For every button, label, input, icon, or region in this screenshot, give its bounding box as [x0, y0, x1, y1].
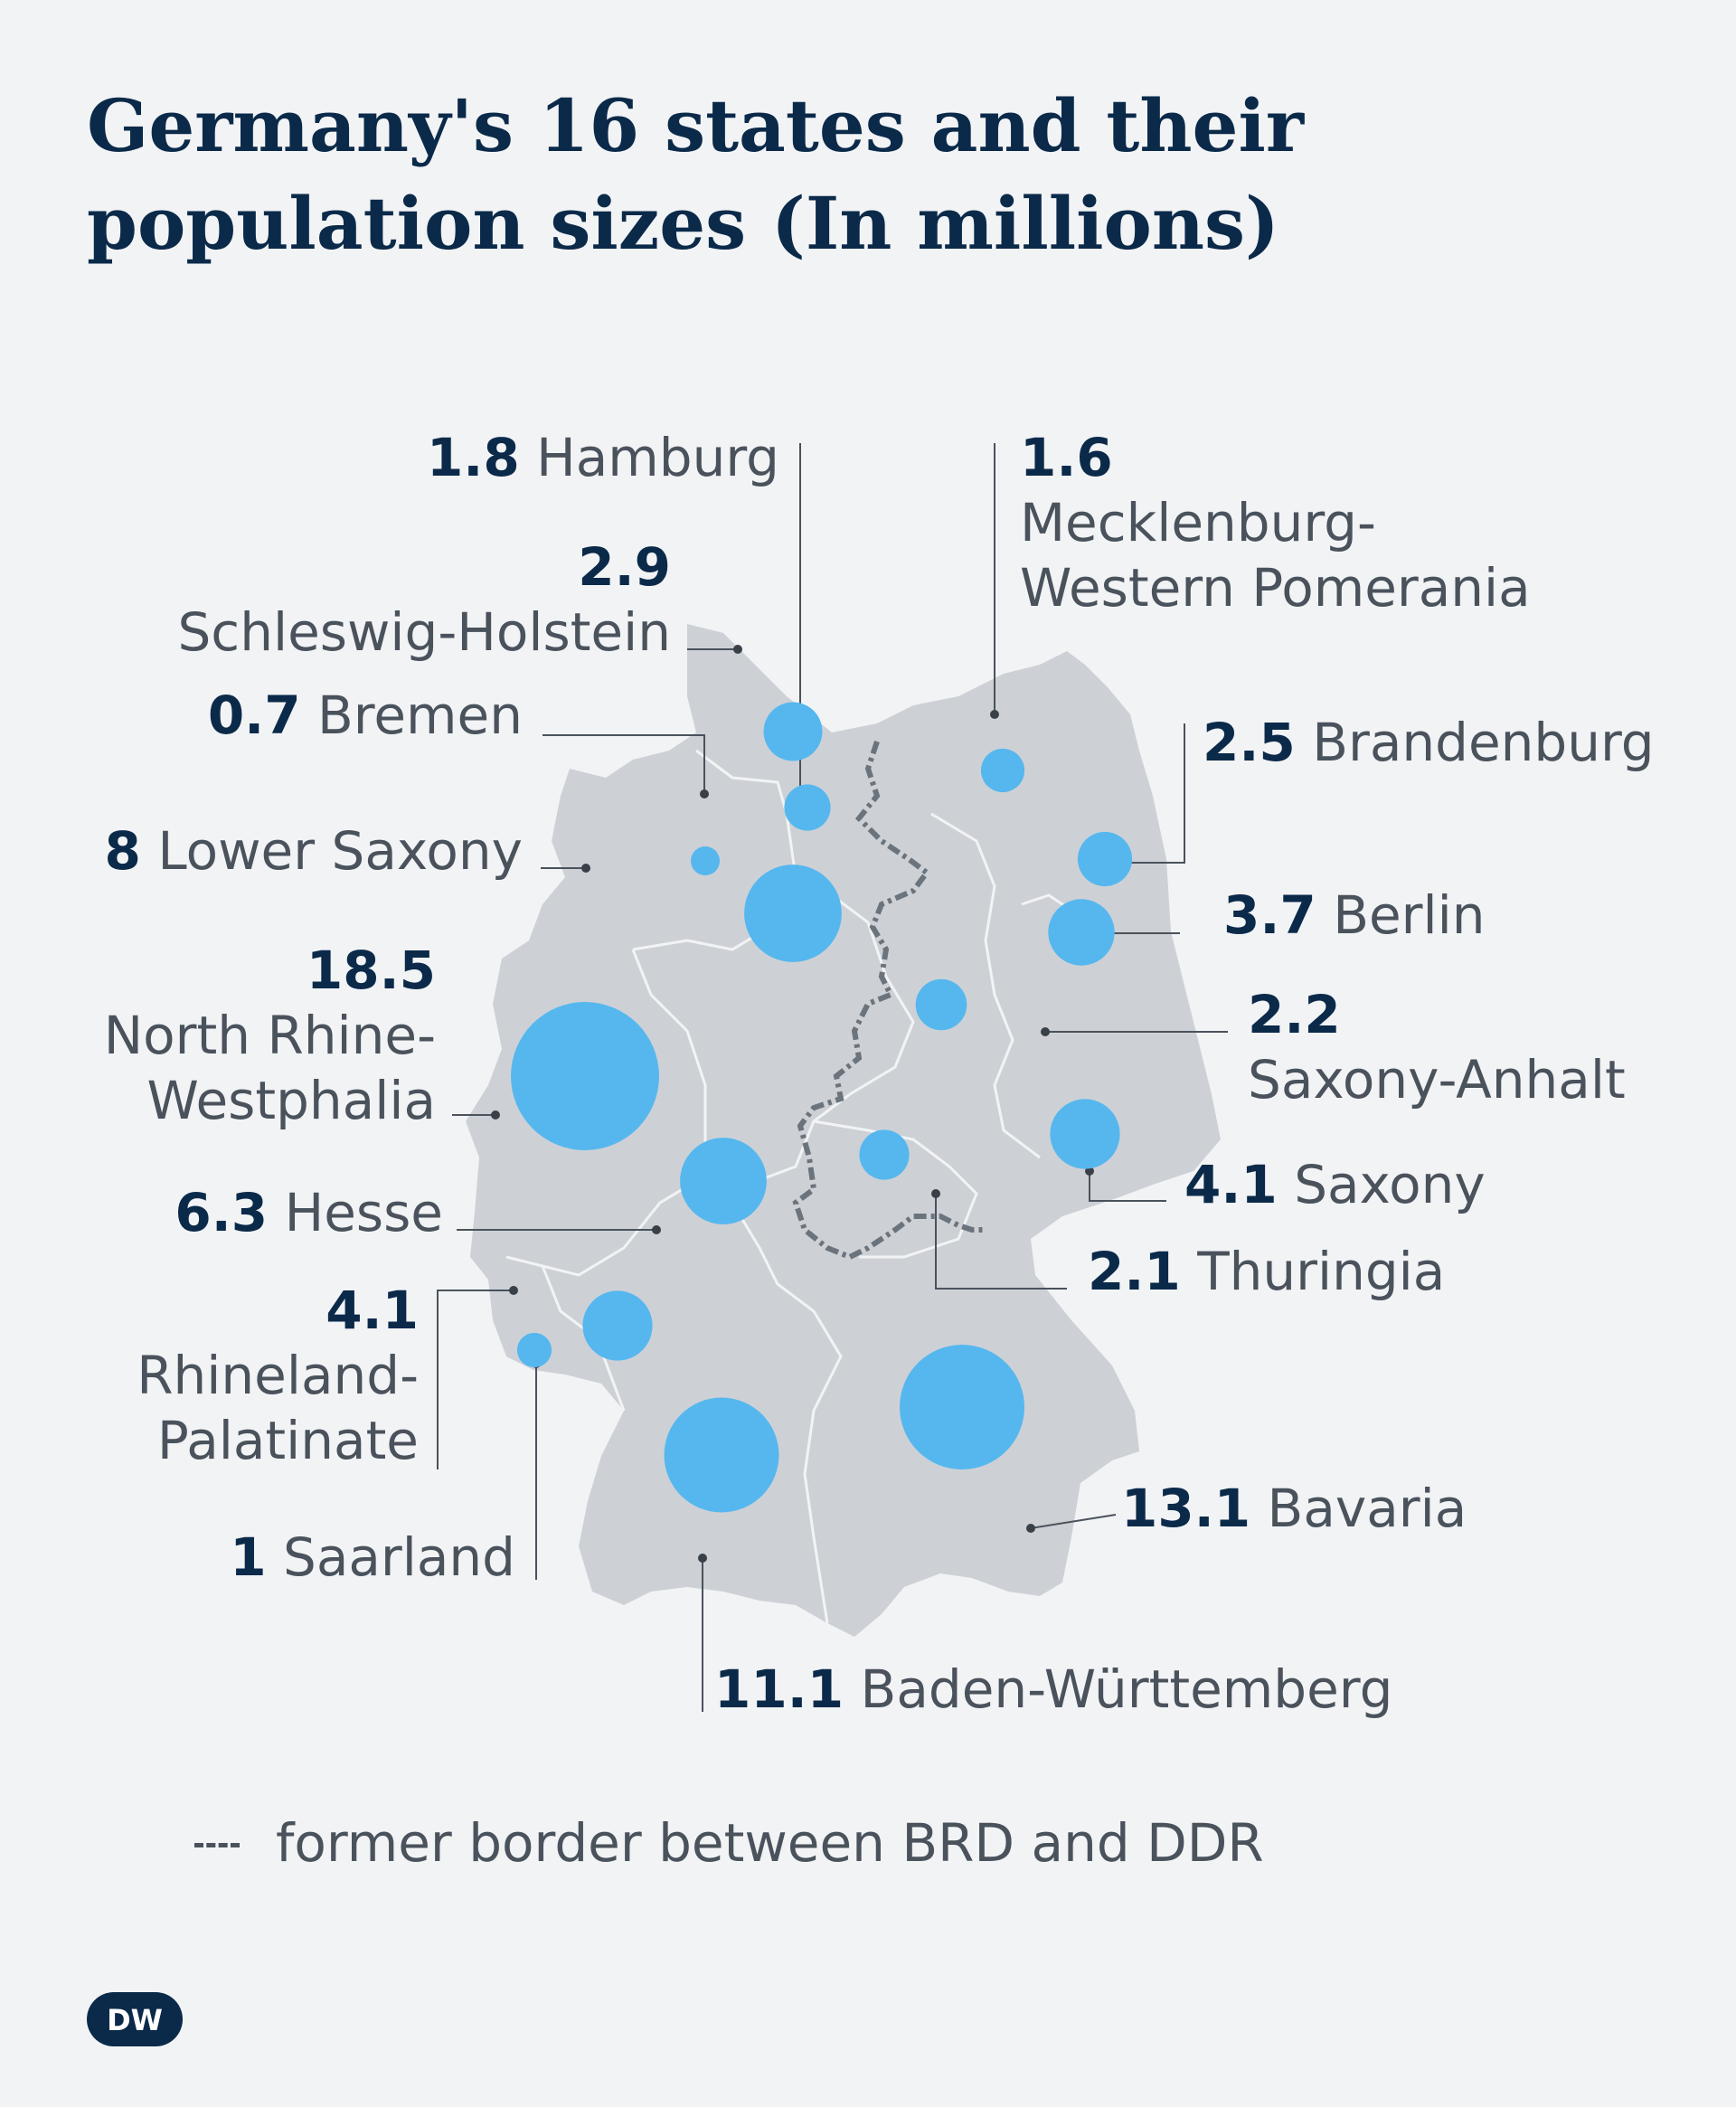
name-thuringia: Thuringia — [1197, 1241, 1446, 1302]
name-hamburg: Hamburg — [536, 427, 779, 488]
label-north-rhine-westphalia: 18.5 North Rhine- Westphalia — [104, 938, 436, 1133]
label-schleswig-holstein: 2.9 Schleswig-Holstein — [177, 534, 671, 665]
name-schleswig-holstein: Schleswig-Holstein — [177, 601, 671, 663]
name-saarland: Saarland — [283, 1526, 515, 1588]
value-hamburg: 1.8 — [426, 427, 520, 488]
name-bavaria: Bavaria — [1267, 1478, 1467, 1539]
bubble-bremen — [691, 846, 720, 875]
name-baden-wuerttemberg: Baden-Württemberg — [860, 1658, 1393, 1720]
name-rhineland-palatinate-line-2: Palatinate — [156, 1410, 419, 1471]
label-brandenburg: 2.5 Brandenburg — [1203, 710, 1655, 775]
former-border-line — [792, 741, 986, 1261]
name-mecklenburg-line-1: Mecklenburg- — [1020, 492, 1376, 553]
name-hesse: Hesse — [284, 1182, 443, 1243]
label-mecklenburg: 1.6 Mecklenburg- Western Pomerania — [1020, 425, 1531, 620]
label-hesse: 6.3 Hesse — [175, 1180, 443, 1245]
label-saxony: 4.1 Saxony — [1184, 1152, 1486, 1217]
bubble-saarland — [516, 1332, 552, 1368]
name-north-rhine-westphalia-line-1: North Rhine- — [103, 1005, 436, 1066]
value-bremen: 0.7 — [207, 685, 301, 746]
logo-text: DW — [107, 2003, 163, 2037]
bubble-brandenburg — [1077, 831, 1133, 887]
name-bremen: Bremen — [317, 685, 523, 746]
name-lower-saxony: Lower Saxony — [157, 820, 523, 882]
label-saxony-anhalt: 2.2 Saxony-Anhalt — [1248, 982, 1626, 1112]
bubble-berlin — [1048, 899, 1115, 966]
bubble-baden — [664, 1397, 779, 1513]
bubble-rhineland — [582, 1290, 653, 1361]
legend-text: former border between BRD and DDR — [276, 1812, 1264, 1874]
dw-logo: DW — [87, 1992, 183, 2046]
value-hesse: 6.3 — [175, 1182, 269, 1243]
value-rhineland-palatinate: 4.1 — [326, 1280, 419, 1341]
bubble-saxony — [1050, 1099, 1120, 1169]
name-rhineland-palatinate-line-1: Rhineland- — [137, 1345, 419, 1406]
bubble-mecklenburg — [980, 748, 1025, 793]
label-rhineland-palatinate: 4.1 Rhineland- Palatinate — [137, 1278, 419, 1473]
name-north-rhine-westphalia-line-2: Westphalia — [146, 1070, 436, 1131]
bubble-hesse — [680, 1138, 767, 1224]
name-saxony-anhalt: Saxony-Anhalt — [1248, 1049, 1626, 1110]
title-line-1: Germany's 16 states and their — [87, 83, 1304, 168]
value-schleswig-holstein: 2.9 — [578, 536, 671, 598]
name-saxony: Saxony — [1294, 1154, 1486, 1215]
value-saxony-anhalt: 2.2 — [1248, 984, 1341, 1045]
germany-land — [466, 624, 1221, 1637]
value-north-rhine-westphalia: 18.5 — [306, 940, 436, 1001]
bubble-nrw — [511, 1002, 659, 1150]
value-thuringia: 2.1 — [1088, 1241, 1181, 1302]
label-baden-wuerttemberg: 11.1 Baden-Württemberg — [714, 1657, 1392, 1722]
label-bremen: 0.7 Bremen — [208, 683, 523, 748]
value-berlin: 3.7 — [1223, 884, 1316, 946]
chart-title: Germany's 16 states and their population… — [87, 77, 1443, 272]
value-bavaria: 13.1 — [1121, 1478, 1251, 1539]
title-line-2: population sizes (In millions) — [87, 181, 1279, 266]
value-mecklenburg: 1.6 — [1020, 427, 1113, 488]
label-thuringia: 2.1 Thuringia — [1088, 1239, 1445, 1304]
label-bavaria: 13.1 Bavaria — [1121, 1476, 1467, 1541]
bubble-saxony-anhalt — [915, 978, 967, 1031]
population-bubbles — [511, 702, 1133, 1513]
label-saarland: 1 Saarland — [230, 1525, 515, 1590]
value-brandenburg: 2.5 — [1203, 712, 1296, 773]
bubble-thuringia — [859, 1129, 910, 1180]
name-mecklenburg-line-2: Western Pomerania — [1020, 557, 1531, 619]
label-hamburg: 1.8 Hamburg — [427, 425, 779, 490]
value-lower-saxony: 8 — [104, 820, 141, 882]
value-baden-wuerttemberg: 11.1 — [714, 1658, 844, 1720]
label-berlin: 3.7 Berlin — [1223, 883, 1486, 948]
bubble-lower-saxony — [744, 865, 842, 962]
label-lower-saxony: 8 Lower Saxony — [105, 818, 523, 883]
name-brandenburg: Brandenburg — [1312, 712, 1655, 773]
bubble-schleswig — [763, 702, 823, 761]
bubble-hamburg — [784, 784, 831, 831]
bubble-bavaria — [900, 1345, 1024, 1469]
value-saarland: 1 — [230, 1526, 267, 1588]
legend-dash-symbol — [194, 1843, 240, 1847]
value-saxony: 4.1 — [1184, 1154, 1278, 1215]
name-berlin: Berlin — [1333, 884, 1486, 946]
